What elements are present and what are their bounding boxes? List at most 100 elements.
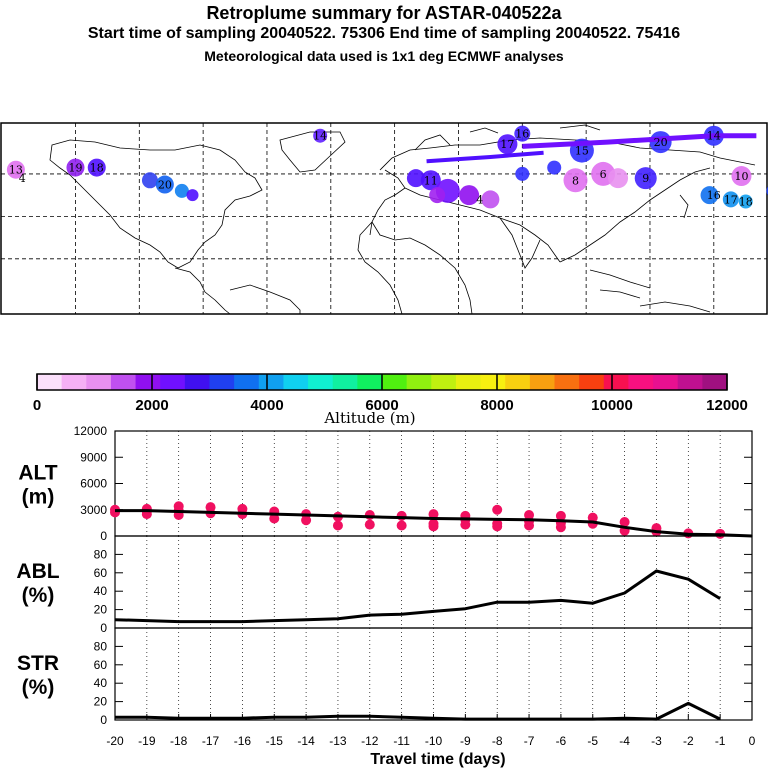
- plume-marker: [722, 191, 739, 208]
- colorbar-tick-label: 12000: [706, 397, 748, 414]
- plume-day-label: 16: [707, 189, 721, 202]
- plume-day-label: 20: [654, 136, 668, 149]
- y-tick-label: 40: [94, 584, 108, 598]
- plume-day-label: 14: [313, 130, 327, 143]
- panel-ylabel-unit: (m): [22, 486, 55, 509]
- colorbar-label: Altitude (m): [323, 409, 415, 427]
- plume-marker: [481, 190, 500, 209]
- panel-ylabel: ABL: [16, 560, 59, 583]
- plume-marker: [634, 167, 657, 190]
- colorbar-cells: [37, 374, 728, 390]
- colorbar-cell: [283, 374, 309, 390]
- x-tick-label: -19: [138, 734, 156, 748]
- colorbar-cell: [628, 374, 654, 390]
- altitude-point: [364, 519, 375, 530]
- x-tick-label: -4: [619, 734, 630, 748]
- x-tick-label: -5: [587, 734, 598, 748]
- y-tick-label: 80: [94, 639, 108, 653]
- altitude-point: [555, 510, 566, 521]
- colorbar-cell: [677, 374, 703, 390]
- plume-marker: [700, 186, 719, 205]
- plume-day-label: 18: [90, 162, 104, 175]
- altitude-point: [428, 521, 439, 532]
- panel-ylabel-unit: (%): [22, 676, 55, 699]
- colorbar-cell: [505, 374, 531, 390]
- sampling-time-line: Start time of sampling 20040522. 75306 E…: [87, 25, 681, 42]
- plume-day-label: 9: [642, 172, 649, 185]
- plume-marker: [515, 166, 530, 181]
- colorbar-cell: [455, 374, 482, 390]
- y-tick-label: 0: [100, 713, 107, 727]
- plume-day-label: 18: [739, 196, 753, 209]
- plume-marker: [547, 160, 562, 175]
- altitude-point: [492, 504, 503, 515]
- colorbar-tick-label: 4000: [250, 397, 283, 414]
- altitude-point: [301, 515, 312, 526]
- altitude-point: [524, 520, 535, 531]
- altitude-point: [555, 522, 566, 533]
- plume-marker: [429, 187, 446, 204]
- colorbar-cell: [357, 374, 383, 390]
- plume-marker: [731, 166, 752, 187]
- plume-marker: [186, 189, 199, 202]
- colorbar-cell: [554, 374, 580, 390]
- plume-marker: [420, 170, 441, 191]
- series-line: [115, 509, 753, 538]
- plume-marker: [497, 134, 518, 155]
- altitude-point: [428, 509, 439, 520]
- colorbar-cell: [382, 374, 408, 390]
- x-tick-label: -3: [651, 734, 662, 748]
- x-tick-label: -18: [170, 734, 188, 748]
- x-tick-label: -14: [297, 734, 315, 748]
- colorbar-cell: [480, 374, 506, 390]
- panel-str: 0 20 40 60 80 STR(%): [17, 627, 753, 727]
- met-data-line: Meteorological data used is 1x1 deg ECMW…: [204, 48, 564, 64]
- series-line: [114, 569, 721, 624]
- x-tick-label: -6: [556, 734, 567, 748]
- colorbar-tick-label: 8000: [480, 397, 513, 414]
- y-tick-label: 80: [94, 547, 108, 561]
- x-tick-label: -9: [460, 734, 471, 748]
- x-tick-label: 0: [749, 734, 756, 748]
- plume-marker: [459, 185, 480, 206]
- x-tick-label: -15: [266, 734, 284, 748]
- colorbar-cell: [61, 374, 87, 390]
- colorbar-cell: [702, 374, 728, 390]
- plume-marker: [514, 125, 531, 142]
- plume-marker: [313, 128, 328, 143]
- colorbar-cell: [332, 374, 358, 390]
- x-tick-label: -10: [425, 734, 443, 748]
- plume-day-label: 11: [424, 174, 438, 187]
- x-tick-label: -12: [361, 734, 379, 748]
- map-coastlines: [49, 124, 756, 315]
- x-tick-label: -2: [683, 734, 694, 748]
- x-tick-label: -7: [524, 734, 535, 748]
- panel-abl: 0 20 40 60 80 ABL(%): [16, 535, 753, 635]
- panel-ylabel-unit: (%): [22, 584, 55, 607]
- plume-marker: [563, 168, 588, 193]
- plume-trail: [426, 150, 544, 164]
- x-tick-label: -16: [234, 734, 252, 748]
- colorbar-cell: [135, 374, 161, 390]
- plume-day-label: 17: [500, 138, 514, 151]
- y-tick-label: 40: [94, 676, 108, 690]
- colorbar-cell: [110, 374, 137, 390]
- retroplume-markers: [6, 125, 768, 209]
- y-tick-label: 60: [94, 658, 108, 672]
- colorbar-cell: [184, 374, 210, 390]
- panel-ylabel: ALT: [18, 462, 57, 485]
- y-tick-label: 0: [100, 621, 107, 635]
- altitude-point: [396, 520, 407, 531]
- plume-day-label: 8: [572, 174, 579, 187]
- retroplume-map: 1319182014111716152014869101617181244: [0, 122, 768, 315]
- chart-title: Retroplume summary for ASTAR-040522a: [206, 3, 562, 23]
- altitude-point: [110, 507, 120, 518]
- plume-marker: [174, 183, 189, 198]
- colorbar-cell: [258, 374, 284, 390]
- y-tick-label: 20: [94, 695, 108, 709]
- colorbar-cell: [579, 374, 605, 390]
- colorbar-cell: [529, 374, 555, 390]
- colorbar-cell: [234, 374, 260, 390]
- altitude-point: [619, 517, 630, 527]
